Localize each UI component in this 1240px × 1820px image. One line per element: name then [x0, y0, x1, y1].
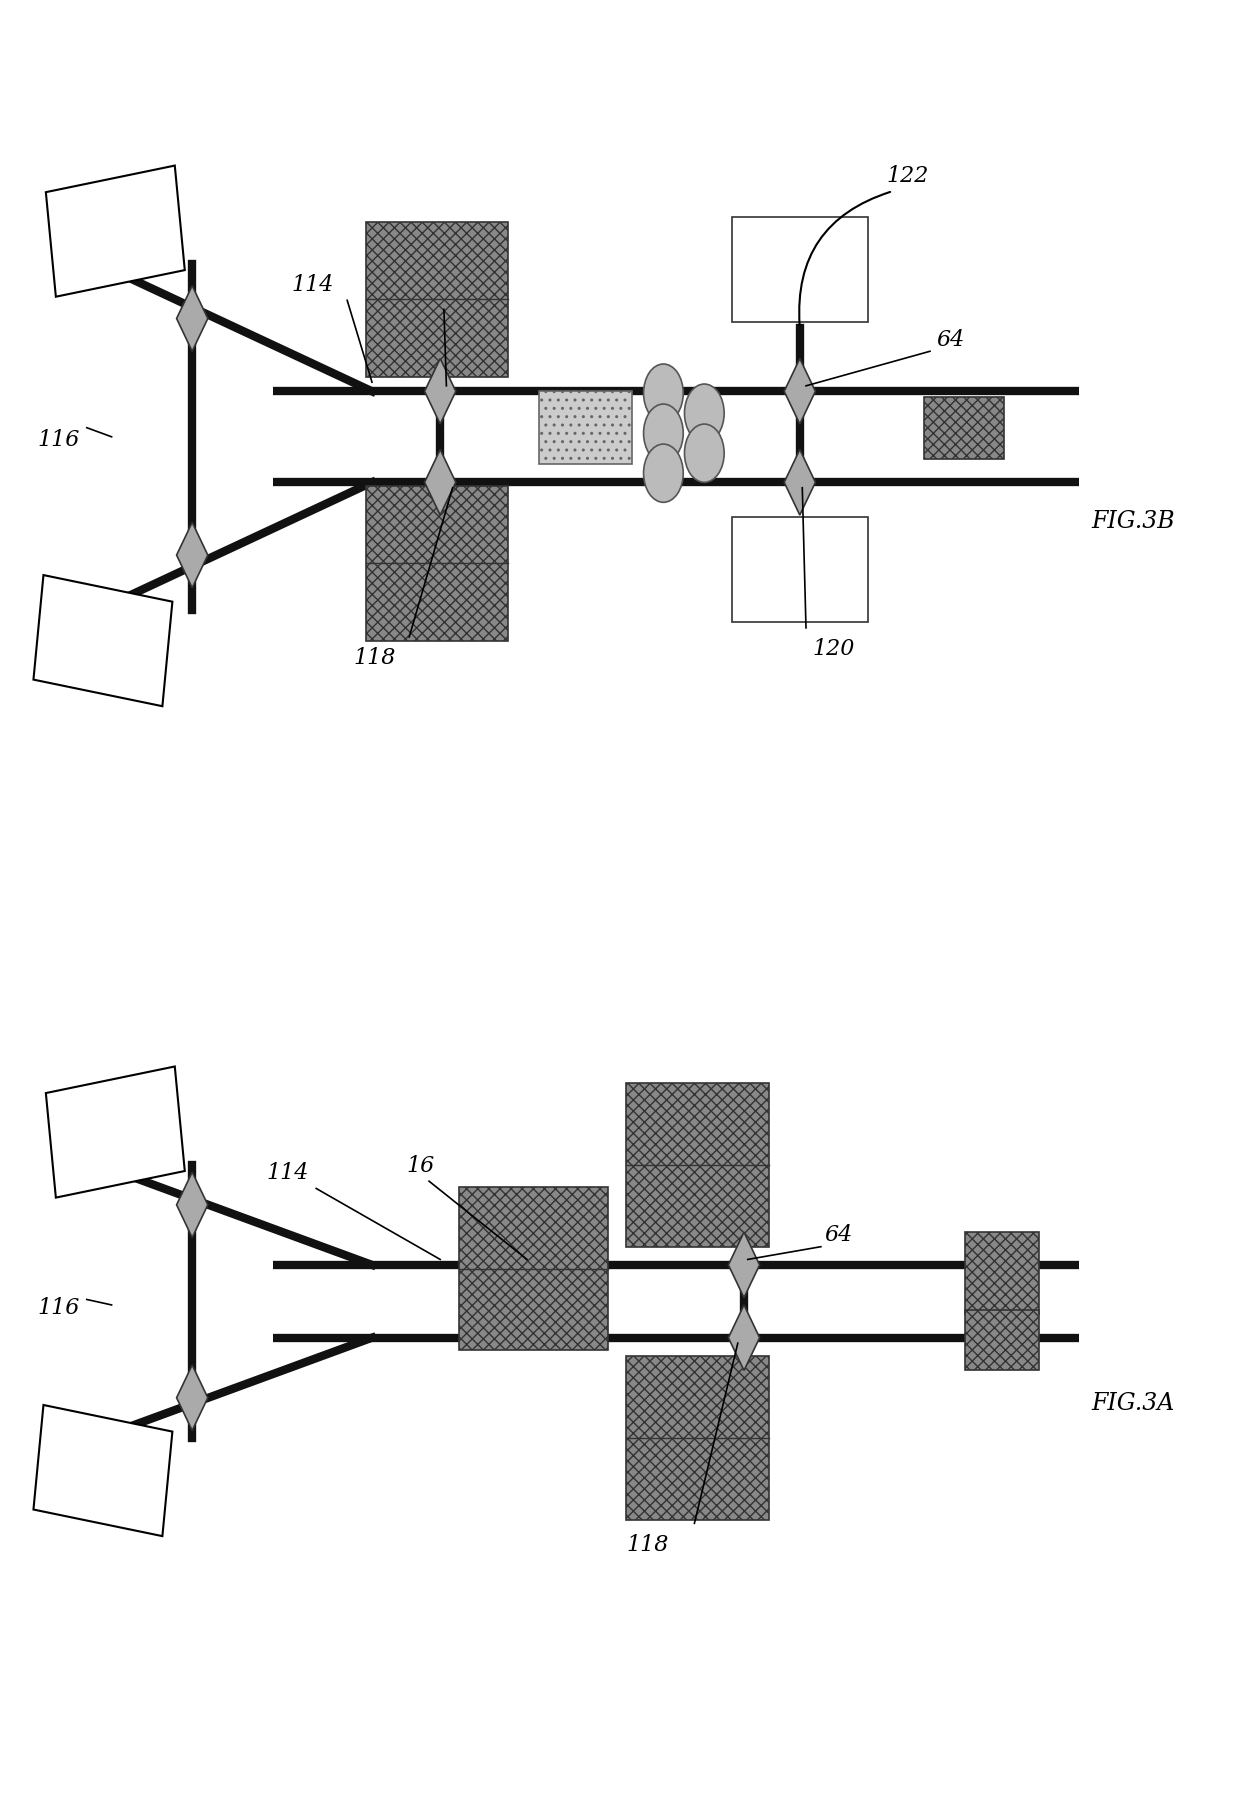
Polygon shape [728, 1305, 760, 1370]
Bar [965, 1310, 1039, 1370]
Text: FIG.3B: FIG.3B [1091, 510, 1174, 533]
FancyArrowPatch shape [800, 191, 890, 324]
Bar [626, 1356, 769, 1520]
Bar [626, 1083, 769, 1247]
Text: 16: 16 [407, 1156, 435, 1178]
Bar [732, 217, 868, 322]
Circle shape [644, 404, 683, 462]
Polygon shape [728, 1232, 760, 1298]
Bar [924, 397, 1004, 459]
Polygon shape [424, 359, 456, 424]
Circle shape [644, 444, 683, 502]
Bar [965, 1232, 1039, 1314]
Polygon shape [176, 522, 208, 588]
Bar [46, 166, 185, 297]
Bar [366, 222, 508, 377]
Bar [33, 575, 172, 706]
Text: 114: 114 [267, 1163, 309, 1185]
Polygon shape [176, 1365, 208, 1431]
Text: 118: 118 [626, 1534, 668, 1556]
Circle shape [684, 424, 724, 482]
Bar [366, 486, 508, 641]
Polygon shape [424, 450, 456, 515]
Bar [46, 1067, 185, 1198]
Text: 118: 118 [353, 648, 396, 670]
Polygon shape [176, 1172, 208, 1238]
Text: 122: 122 [887, 166, 929, 187]
Circle shape [644, 364, 683, 422]
Polygon shape [784, 359, 816, 424]
Circle shape [684, 384, 724, 442]
Text: 120: 120 [812, 639, 854, 661]
Text: 114: 114 [291, 275, 334, 297]
Text: 64: 64 [825, 1225, 853, 1247]
Text: 116: 116 [37, 430, 79, 451]
Bar [33, 1405, 172, 1536]
Polygon shape [176, 286, 208, 351]
Text: 116: 116 [37, 1298, 79, 1319]
Bar [459, 1187, 608, 1350]
Text: FIG.3A: FIG.3A [1091, 1392, 1174, 1416]
Text: 64: 64 [936, 329, 965, 351]
Polygon shape [784, 450, 816, 515]
Text: 16: 16 [446, 284, 475, 306]
Bar [539, 391, 632, 464]
Bar [732, 517, 868, 622]
